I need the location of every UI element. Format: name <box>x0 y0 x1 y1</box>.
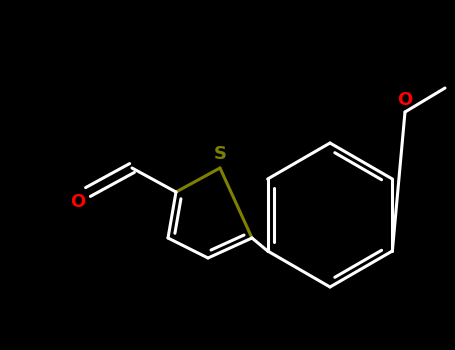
Text: O: O <box>397 91 413 109</box>
Text: O: O <box>71 193 86 211</box>
Text: S: S <box>213 145 227 163</box>
